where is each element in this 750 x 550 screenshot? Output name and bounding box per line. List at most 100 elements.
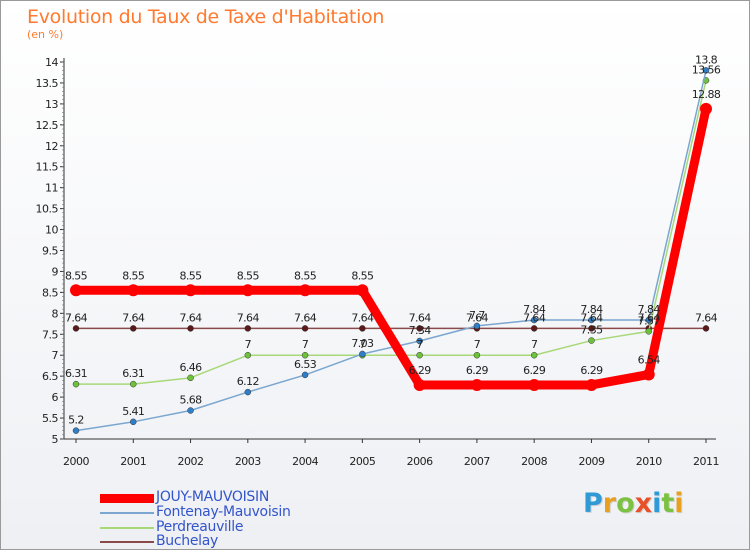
y-tick-label: 13: [45, 98, 58, 111]
data-label: 6.29: [580, 364, 603, 377]
data-label: 7.84: [523, 303, 546, 316]
data-point: [244, 351, 252, 359]
data-label: 7.64: [294, 311, 317, 324]
data-point: [72, 427, 80, 434]
x-tick-label: 2010: [636, 455, 662, 468]
y-tick-label: 8.5: [42, 286, 58, 299]
data-point: [244, 325, 252, 332]
data-point: [130, 418, 137, 426]
chart-title: Evolution du Taux de Taxe d'Habitation: [27, 6, 385, 28]
data-label: 7.84: [580, 303, 603, 316]
data-point: [356, 284, 369, 297]
data-point: [416, 337, 423, 345]
data-label: 7: [531, 338, 538, 351]
data-label: 7.64: [237, 311, 260, 324]
y-tick-label: 7: [52, 349, 59, 362]
data-point: [187, 407, 194, 414]
data-label: 6.29: [466, 364, 489, 377]
data-label: 7.64: [351, 311, 374, 324]
data-point: [642, 368, 655, 381]
x-tick-label: 2011: [693, 455, 719, 468]
data-point: [72, 380, 80, 388]
data-point: [241, 284, 254, 297]
data-point: [702, 67, 710, 74]
data-point: [184, 284, 197, 297]
data-label: 7.84: [638, 303, 661, 316]
data-label: 7.03: [351, 337, 374, 350]
data-label: 6.31: [65, 367, 87, 380]
y-tick-label: 10.5: [36, 203, 59, 216]
data-label: 6.29: [409, 364, 432, 377]
data-label: 13.56: [692, 63, 721, 76]
y-tick-label: 7.5: [42, 328, 58, 341]
y-tick-label: 6.5: [42, 370, 58, 383]
data-label: 5.2: [68, 414, 84, 427]
data-point: [645, 316, 652, 324]
logo-letter: i: [652, 488, 662, 519]
data-label: 6.53: [294, 358, 317, 371]
y-tick-label: 5: [52, 433, 59, 446]
data-label: 7.64: [179, 311, 202, 324]
data-point: [130, 325, 137, 332]
y-tick-label: 12.5: [36, 119, 59, 132]
data-point: [413, 378, 426, 391]
y-tick-label: 12: [45, 140, 58, 153]
data-point: [473, 351, 481, 359]
y-tick-label: 10: [45, 224, 58, 237]
y-tick-label: 11: [45, 182, 58, 195]
data-label: 8.55: [65, 269, 88, 282]
logo-letter: o: [616, 488, 635, 519]
data-point: [588, 325, 595, 332]
data-label: 6.31: [122, 367, 144, 380]
logo-letter: P: [583, 488, 603, 519]
data-point: [244, 388, 252, 396]
data-point: [530, 316, 538, 324]
data-point: [72, 325, 80, 332]
data-point: [585, 378, 598, 391]
data-point: [645, 328, 652, 335]
data-label: 8.55: [122, 269, 145, 282]
data-label: 8.55: [294, 269, 317, 282]
data-label: 7: [474, 338, 481, 351]
data-label: 7.7: [469, 309, 485, 322]
data-label: 7: [245, 338, 252, 351]
data-label: 7.64: [466, 311, 489, 324]
logo-letter: r: [602, 488, 617, 519]
data-point: [416, 325, 423, 332]
x-tick-label: 2007: [464, 455, 490, 468]
data-point: [301, 351, 309, 359]
data-label: 7.64: [409, 311, 432, 324]
data-point: [127, 284, 140, 297]
series-line: [75, 69, 707, 432]
data-label: 7: [302, 338, 309, 351]
logo-letter: t: [661, 488, 675, 519]
y-tick-label: 14: [45, 56, 58, 69]
data-label: 7: [359, 338, 366, 351]
x-tick-label: 2002: [178, 455, 204, 468]
y-tick-label: 9: [52, 265, 59, 278]
proxiti-logo: Proxiti: [583, 488, 684, 519]
data-point: [702, 325, 710, 332]
data-point: [530, 325, 538, 332]
y-tick-label: 5.5: [42, 412, 58, 425]
series-line: [71, 104, 711, 390]
data-point: [530, 351, 538, 359]
series-line: [75, 79, 707, 385]
y-tick-label: 6: [52, 391, 59, 404]
data-label: 7.57: [638, 314, 661, 327]
data-point: [70, 284, 82, 297]
x-tick-label: 2001: [120, 455, 146, 468]
data-point: [416, 351, 423, 359]
logo-letter: x: [634, 488, 653, 519]
data-point: [299, 284, 312, 297]
data-point: [301, 371, 309, 379]
y-tick-label: 9.5: [42, 245, 58, 258]
x-tick-label: 2000: [63, 455, 89, 468]
data-label: 5.41: [122, 405, 144, 418]
data-point: [588, 337, 595, 344]
data-label: 7.64: [695, 311, 718, 324]
data-point: [588, 316, 595, 324]
data-point: [301, 325, 309, 332]
